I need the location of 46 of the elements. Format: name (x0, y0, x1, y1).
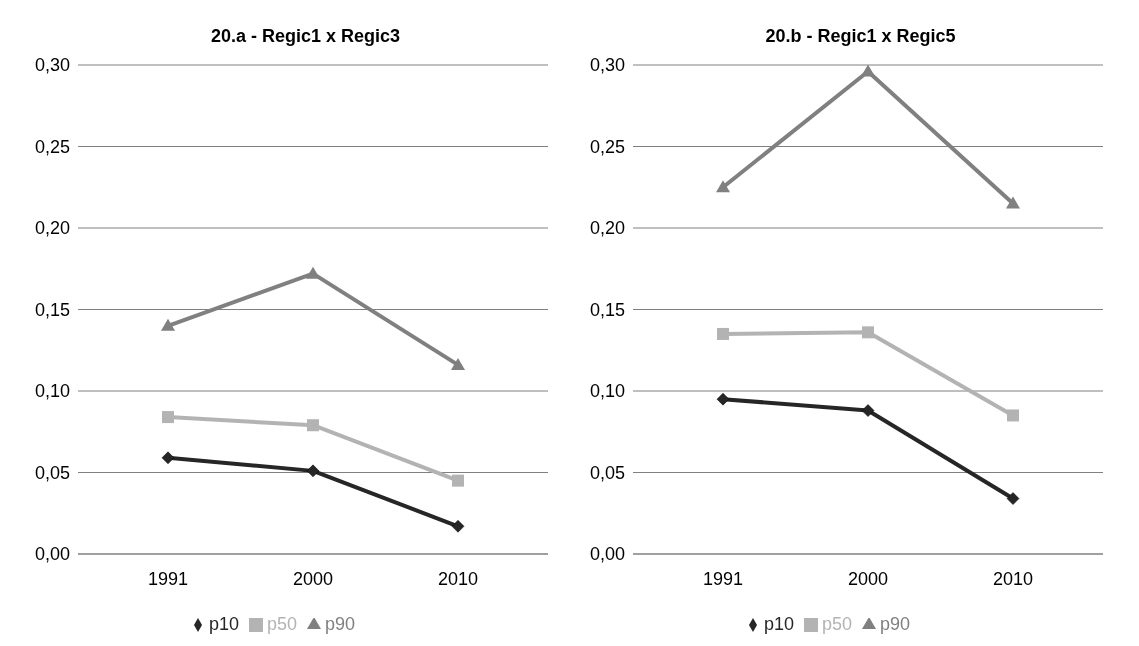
x-tick-label: 2000 (847, 568, 889, 589)
point (306, 464, 320, 478)
point (861, 404, 875, 417)
y-tick-label: 0,25 (589, 136, 625, 157)
point (451, 520, 465, 533)
y-tick-label: 0,00 (589, 544, 625, 565)
legend-label: p10 (208, 614, 239, 634)
legend-label: p50 (821, 614, 853, 634)
point (1006, 492, 1020, 505)
point (162, 411, 174, 424)
x-tick-label: 1991 (147, 568, 189, 589)
point (717, 327, 729, 340)
legend-label: p50 (266, 614, 298, 634)
legend-label: p90 (880, 614, 911, 634)
point (451, 357, 465, 370)
y-tick-label: 0,30 (34, 55, 70, 76)
x-tick-label: 2010 (437, 568, 479, 589)
y-tick-label: 0,25 (34, 136, 70, 157)
point (306, 266, 320, 279)
x-tick-label: 1991 (702, 568, 744, 589)
point (161, 451, 175, 465)
x-tick-label: 2010 (992, 568, 1034, 589)
y-tick-label: 0,10 (589, 381, 625, 402)
point (861, 65, 875, 77)
point (307, 419, 319, 432)
y-tick-label: 0,30 (589, 55, 625, 76)
y-tick-label: 0,15 (589, 299, 625, 320)
point (1007, 409, 1019, 422)
chart-title: 20.b - Regic1 x Regic5 (764, 26, 957, 47)
y-tick-label: 0,20 (589, 218, 625, 239)
y-tick-label: 0,10 (34, 381, 70, 402)
chart-title: 20.a - Regic1 x Regic3 (209, 26, 402, 47)
x-tick-label: 2000 (292, 568, 334, 589)
point (161, 318, 175, 331)
y-tick-label: 0,00 (34, 544, 70, 565)
y-tick-label: 0,20 (34, 218, 70, 239)
point (716, 392, 730, 406)
y-tick-label: 0,05 (34, 462, 70, 483)
y-tick-label: 0,05 (589, 462, 625, 483)
point (1006, 196, 1020, 209)
point (862, 326, 874, 339)
y-tick-label: 0,15 (34, 299, 70, 320)
point (452, 474, 464, 487)
legend-label: p90 (325, 614, 356, 634)
legend-label: p10 (763, 614, 794, 634)
point (716, 180, 730, 193)
